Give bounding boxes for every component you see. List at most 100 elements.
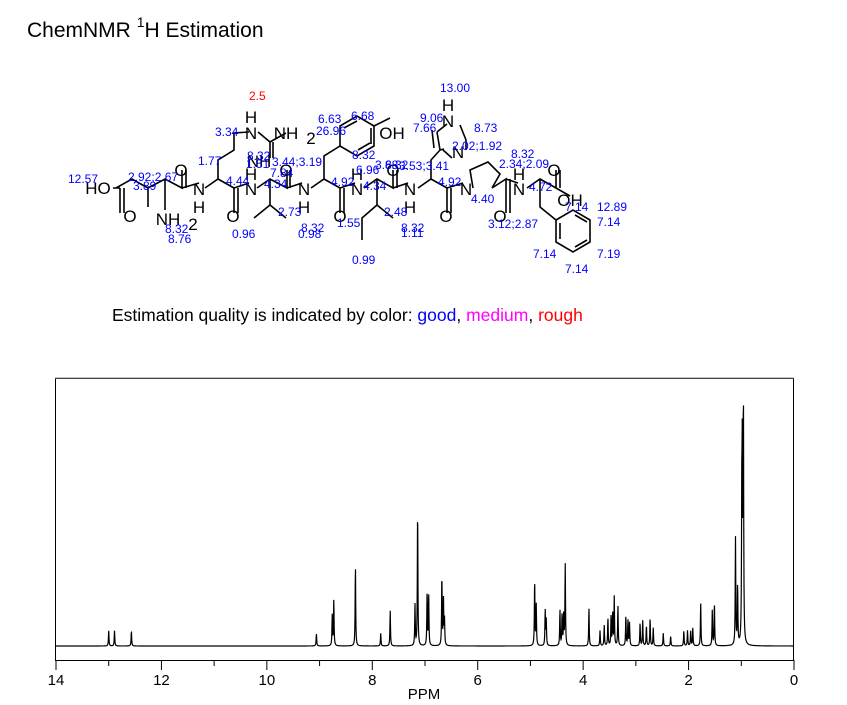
legend-medium: medium (466, 305, 529, 325)
shift-label: 7.84 (270, 166, 294, 180)
atom-label: NH (247, 152, 272, 171)
shift-label: 3.89 (133, 179, 157, 193)
shift-label: 8.32 (401, 221, 425, 235)
shift-label: 3.44;3.19 (272, 155, 322, 169)
atom-label: O (279, 161, 292, 180)
shift-label: 3.68 (375, 158, 399, 172)
shift-label: 1.11 (401, 226, 424, 240)
shift-label: 9.06 (420, 111, 444, 125)
atom-label: H (404, 198, 416, 217)
atom-label: N (452, 143, 464, 162)
molecule-bonds (113, 115, 591, 253)
shift-label: 2.73 (278, 205, 302, 219)
nmr-spectrum-chart: 14 12 10 8 6 4 2 0 PPM (48, 377, 799, 703)
shift-label: 13.00 (440, 81, 470, 95)
atom-label: NH (156, 210, 181, 229)
shift-label: 2.34;2.09 (499, 157, 549, 171)
atom-label: H (245, 165, 257, 184)
shift-label: 1.55 (337, 216, 361, 230)
legend-rough: rough (538, 305, 583, 325)
atom-label: O (123, 207, 136, 226)
shift-label: 3.53;3.41 (399, 159, 449, 173)
shift-label: 8.73 (474, 121, 498, 135)
atom-label: O (439, 207, 452, 226)
tick-label: 14 (48, 672, 65, 689)
atom-label: H (513, 165, 525, 184)
shift-label: 6.96 (356, 163, 380, 177)
atom-label: HO (85, 179, 111, 198)
spectrum-trace (56, 405, 794, 647)
atom-label: O (226, 207, 239, 226)
atom-label: NH (274, 124, 299, 143)
shift-label: 4.72 (529, 180, 553, 194)
shift-label: 2.92;2.67 (128, 170, 178, 184)
x-axis-label: PPM (408, 686, 441, 703)
shift-label: 4.92 (438, 175, 462, 189)
x-axis-ticks (55, 660, 795, 670)
shift-label: 8.76 (168, 232, 192, 246)
shift-label: 0.96 (232, 227, 256, 241)
atom-label: N (245, 124, 257, 143)
shift-label: 12.89 (597, 200, 627, 214)
shift-label: 1.51 (246, 157, 270, 171)
shift-label: 4.40 (471, 192, 495, 206)
shift-label: 8.32 (301, 221, 325, 235)
atom-label: O (174, 161, 187, 180)
atom-label: N (460, 180, 472, 199)
shift-label: 2.5 (249, 89, 266, 103)
shift-label: 4.44 (226, 174, 250, 188)
shift-label: 8.32 (165, 222, 189, 236)
shift-label: 3.34 (215, 125, 239, 139)
shift-label: 4.34 (264, 177, 288, 191)
title-text: ChemNMR (27, 19, 137, 42)
shift-label: 7.14 (533, 247, 557, 261)
atom-label: O (493, 207, 506, 226)
shift-label: 0.98 (298, 227, 322, 241)
tick-label: 0 (790, 672, 798, 689)
shift-label: 8.32 (352, 148, 376, 162)
atom-label: OH (557, 191, 583, 210)
atom-label: N (351, 180, 363, 199)
atom-label: N (442, 112, 454, 131)
atom-label: N (404, 180, 416, 199)
atom-label: O (333, 207, 346, 226)
tick-label: 10 (259, 672, 276, 689)
x-axis-tick-labels: 14 12 10 8 6 4 2 0 (48, 672, 799, 689)
shift-label: 26.96 (316, 124, 346, 138)
atom-label: N (245, 180, 257, 199)
tick-label: 2 (684, 672, 692, 689)
tick-label: 8 (368, 672, 376, 689)
atom-label: N (193, 180, 205, 199)
tick-label: 6 (474, 672, 482, 689)
atom-label: OH (379, 124, 405, 143)
atom-label: H (193, 198, 205, 217)
page-title: ChemNMR 1H Estimation (27, 14, 264, 43)
shift-label: 7.14 (565, 262, 589, 276)
shift-label: 4.34 (363, 179, 387, 193)
title-text-rest: H Estimation (144, 19, 264, 42)
tick-label: 4 (579, 672, 587, 689)
shift-label: 7.14 (597, 215, 621, 229)
atom-label: O (386, 161, 399, 180)
shift-label: 12.57 (68, 172, 98, 186)
title-superscript: 1 (136, 14, 145, 30)
legend-prefix: Estimation quality is indicated by color… (112, 305, 418, 325)
atom-label: 2 (188, 215, 197, 234)
atom-label: N (298, 180, 310, 199)
shift-label: 8.32 (385, 158, 409, 172)
shift-label: 3.12;2.87 (488, 217, 538, 231)
shift-label: 6.63 (318, 112, 342, 126)
atom-label: N (513, 180, 525, 199)
tick-label: 12 (153, 672, 170, 689)
shift-label: 7.66 (413, 121, 437, 135)
atom-label: H (298, 198, 310, 217)
shift-label: 4.92 (331, 175, 355, 189)
atom-label: O (547, 161, 560, 180)
quality-legend: Estimation quality is indicated by color… (112, 305, 583, 326)
shift-label: 8.32 (247, 149, 271, 163)
shift-label: 0.99 (352, 253, 376, 267)
legend-good: good (417, 305, 457, 325)
shift-label: 8.32 (511, 147, 535, 161)
